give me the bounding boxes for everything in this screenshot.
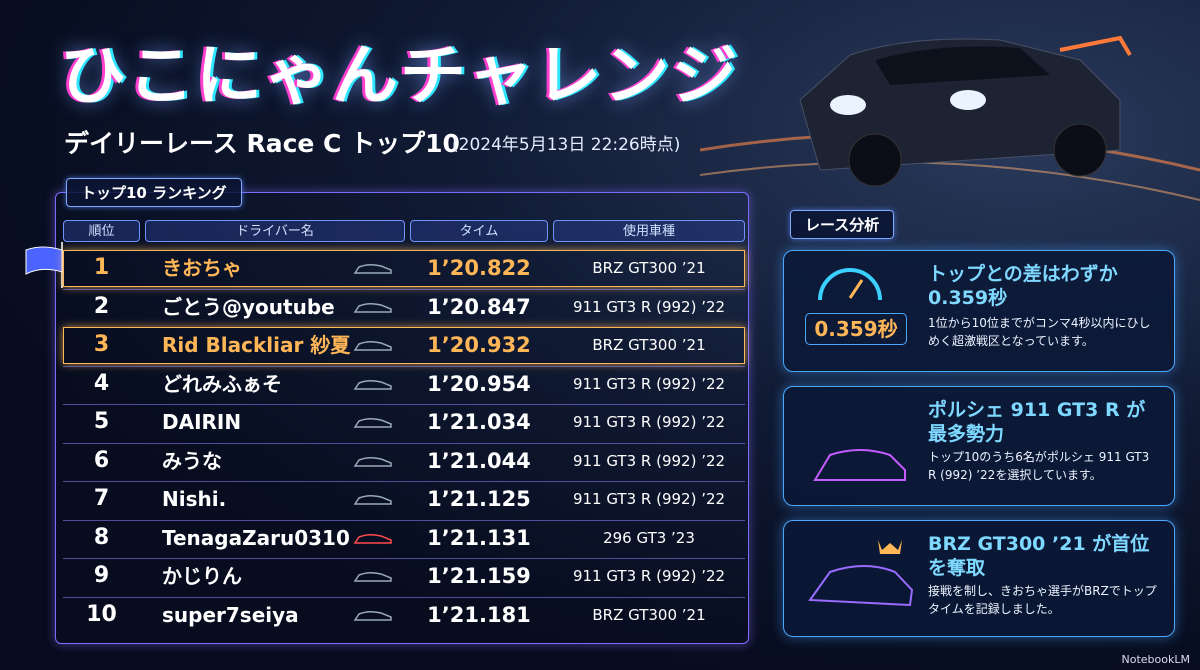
table-row: [63, 519, 745, 557]
car-icon: [353, 610, 392, 621]
column-header: 順位: [63, 220, 140, 242]
lap-time: 1’20.847: [427, 294, 531, 319]
column-header: 使用車種: [553, 220, 745, 242]
lap-time: 1’21.125: [427, 487, 531, 511]
car-icon: [353, 340, 392, 351]
rank: 3: [93, 332, 110, 357]
table-row: [63, 442, 745, 480]
driver-name: DAIRIN: [162, 410, 242, 434]
car-model: 911 GT3 R (992) ’22: [572, 374, 726, 393]
analysis-card: [783, 520, 1175, 637]
rank: 4: [93, 370, 110, 396]
card-title: ポルシェ 911 GT3 R が最多勢力: [928, 399, 1146, 445]
car-icon: [353, 379, 392, 390]
footer: NotebookLM: [1121, 653, 1190, 666]
car-model: BRZ GT300 ’21: [592, 259, 706, 277]
table-row: [63, 481, 745, 518]
card-title: BRZ GT300 ’21 が首位を奪取: [928, 533, 1150, 579]
car-icon: [353, 417, 392, 428]
rank: 2: [93, 293, 110, 319]
car-model: 911 GT3 R (992) ’22: [572, 297, 726, 316]
analysis-card: [783, 250, 1175, 372]
lap-time: 1’21.181: [427, 602, 531, 627]
rank: 9: [93, 563, 110, 588]
car-icon: [353, 571, 392, 582]
car-model: BRZ GT300 ’21: [592, 336, 706, 354]
rank: 5: [93, 409, 110, 434]
driver-name: Nishi.: [162, 487, 227, 511]
table-row: [63, 327, 745, 364]
lap-time: 1’20.822: [427, 256, 531, 280]
column-header: ドライバー名: [145, 220, 405, 242]
rank: 6: [93, 447, 110, 473]
driver-name: きおちゃ: [162, 256, 242, 280]
car-model: 911 GT3 R (992) ’22: [572, 413, 726, 431]
table-row: [63, 558, 745, 595]
lap-time: 1’20.932: [427, 333, 531, 357]
driver-name: みうな: [162, 448, 222, 473]
subtitle: デイリーレース Race C トップ10: [64, 129, 460, 158]
car-model: BRZ GT300 ’21: [592, 605, 706, 624]
analysis-label: レース分析: [790, 210, 895, 239]
card-body: 1位から10位までがコンマ4秒以内にひしめく超激戦区となっています。: [928, 316, 1151, 348]
car-model: 911 GT3 R (992) ’22: [572, 490, 726, 508]
column-header: タイム: [410, 220, 548, 242]
driver-name: どれみふぁそ: [162, 371, 282, 396]
table-row: [63, 288, 745, 326]
driver-name: Rid Blackliar 紗夏: [162, 333, 351, 357]
table-row: [63, 250, 745, 287]
gap-badge: 0.359秒: [805, 313, 907, 345]
rank: 7: [93, 486, 110, 511]
checkered-flag: [25, 242, 63, 288]
car-model: 911 GT3 R (992) ’22: [572, 567, 726, 585]
table-row: [63, 596, 745, 634]
ranking-label: トップ10 ランキング: [66, 178, 242, 207]
car-icon: [353, 494, 392, 505]
lap-time: 1’21.034: [427, 410, 531, 434]
ranking-frame: [55, 192, 749, 644]
driver-name: TenagaZaru0310: [162, 525, 350, 550]
car-icon: [353, 456, 392, 467]
date-note: (2024年5月13日 22:26時点): [452, 135, 681, 155]
table-row: [63, 404, 745, 441]
lap-time: 1’21.131: [427, 525, 531, 550]
title: ひこにゃんチャレンジ: [60, 37, 740, 114]
card-title: トップとの差はわずか 0.359秒: [928, 263, 1118, 309]
table-row: [63, 365, 745, 403]
card-icons: [808, 268, 914, 607]
lap-time: 1’20.954: [427, 371, 531, 396]
car-model: 296 GT3 ’23: [603, 528, 695, 547]
hero-car: [700, 35, 1200, 201]
rank: 8: [93, 524, 110, 550]
lap-time: 1’21.159: [427, 564, 531, 588]
driver-name: super7seiya: [162, 602, 299, 627]
card-body: トップ10のうち6名がポルシェ 911 GT3 R (992) ’22を選択して…: [928, 450, 1150, 482]
car-icon: [353, 533, 392, 544]
car-icon: [353, 302, 392, 313]
rank: 1: [93, 255, 110, 280]
driver-name: かじりん: [162, 564, 242, 588]
driver-name: ごとう@youtube: [162, 294, 335, 319]
car-model: 911 GT3 R (992) ’22: [572, 451, 726, 470]
lap-time: 1’21.044: [427, 448, 531, 473]
rank: 10: [86, 601, 117, 627]
card-body: 接戦を制し、きおちゃ選手がBRZでトップタイムを記録しました。: [928, 584, 1157, 616]
analysis-card: [783, 386, 1175, 506]
car-icon: [353, 263, 392, 274]
